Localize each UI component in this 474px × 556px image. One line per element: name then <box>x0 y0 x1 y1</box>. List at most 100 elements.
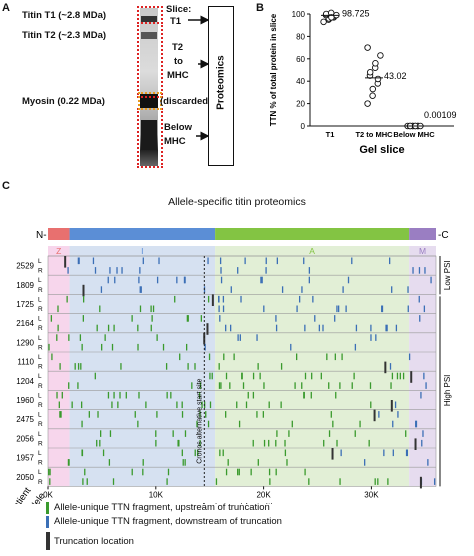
fragment-mark <box>370 324 372 332</box>
fragment-mark <box>263 439 266 447</box>
fragment-mark <box>310 391 312 399</box>
fragment-mark <box>420 391 422 399</box>
fragment-mark <box>399 372 401 380</box>
band-label-myosin: Myosin (0.22 MDa) <box>22 96 105 107</box>
fragment-mark <box>296 353 298 361</box>
fragment-mark <box>186 315 189 322</box>
fragment-mark <box>247 391 249 399</box>
fragment-mark <box>100 286 103 293</box>
x-tick-label: T1 <box>326 130 335 139</box>
fragment-mark <box>187 363 189 370</box>
fragment-mark <box>241 372 243 380</box>
allele-letter: L <box>38 354 42 361</box>
truncation-mark <box>384 361 387 374</box>
fragment-mark <box>150 324 152 332</box>
truncation-mark <box>390 400 393 412</box>
x-tick-label: T2 to MHC <box>355 130 393 139</box>
fragment-mark <box>220 267 222 274</box>
fragment-mark <box>275 315 277 322</box>
fragment-mark <box>238 468 240 476</box>
truncation-mark <box>419 476 422 489</box>
high-psi-label: High PSI <box>443 375 452 407</box>
fragment-mark <box>177 439 179 447</box>
patient-id: 1204 <box>16 377 34 386</box>
fragment-mark <box>423 305 426 313</box>
fragment-mark <box>197 449 199 457</box>
patient-id: 1957 <box>16 454 34 463</box>
fragment-mark <box>57 305 59 313</box>
fragment-mark <box>198 391 201 399</box>
data-point <box>372 60 379 67</box>
fragment-mark <box>220 382 222 389</box>
panel-c-letter: C <box>2 180 10 192</box>
fragment-mark <box>268 401 270 409</box>
fragment-mark <box>225 468 228 476</box>
fragment-mark <box>252 439 254 447</box>
fragment-mark <box>389 363 392 370</box>
fragment-mark <box>407 286 409 293</box>
legend-swatch-truncation <box>46 532 50 550</box>
allele-letter: R <box>38 344 43 351</box>
fragment-mark <box>82 295 85 303</box>
fragment-mark <box>275 468 277 476</box>
fragment-mark <box>364 459 366 466</box>
fragment-mark <box>418 267 421 274</box>
legend-label-truncation: Truncation location <box>54 536 134 547</box>
fragment-mark <box>167 468 170 476</box>
fragment-mark <box>225 324 227 332</box>
fragment-mark <box>425 382 427 389</box>
fragment-mark <box>82 315 84 322</box>
fragment-mark <box>252 391 255 399</box>
fragment-mark <box>140 286 142 293</box>
allele-letter: L <box>38 412 42 419</box>
fragment-mark <box>402 372 405 380</box>
fragment-mark <box>139 286 141 293</box>
fragment-mark <box>304 372 307 380</box>
allele-letter: L <box>38 316 42 323</box>
fragment-mark <box>166 391 168 399</box>
fragment-mark <box>322 324 324 332</box>
low-psi-label: Low PSI <box>443 260 452 290</box>
fragment-mark <box>238 420 241 428</box>
panel-b-letter: B <box>256 2 264 14</box>
fragment-mark <box>156 334 158 341</box>
fragment-mark <box>337 305 340 313</box>
fragment-mark <box>237 468 239 476</box>
fragment-mark <box>50 315 53 322</box>
fragment-mark <box>48 343 50 351</box>
fragment-mark <box>257 459 259 466</box>
fragment-mark <box>79 334 82 341</box>
fragment-mark <box>389 257 391 265</box>
band-label-t2: Titin T2 (~2.3 MDa) <box>22 30 107 41</box>
fragment-mark <box>284 439 286 447</box>
fragment-mark <box>179 353 181 361</box>
fragment-mark <box>368 439 370 447</box>
fragment-mark <box>261 276 263 284</box>
fragment-mark <box>218 363 220 370</box>
fragment-mark <box>104 334 106 341</box>
x-tick-label: 10K <box>149 490 164 499</box>
fragment-mark <box>370 401 372 409</box>
fragment-mark <box>174 295 176 303</box>
fragment-mark <box>370 334 372 341</box>
fragment-mark <box>281 286 284 293</box>
fragment-mark <box>336 305 338 313</box>
fragment-mark <box>275 324 278 332</box>
fragment-mark <box>94 267 97 274</box>
fragment-mark <box>120 363 122 370</box>
domain-shade-m <box>409 246 436 487</box>
domain-bar-i <box>69 228 216 240</box>
fragment-mark <box>155 439 157 447</box>
slice-box-myosin <box>138 92 162 110</box>
truncation-mark <box>203 332 206 345</box>
panel-c-title: Allele-specific titin proteomics <box>168 196 306 208</box>
fragment-mark <box>99 430 102 437</box>
fragment-mark <box>107 276 109 284</box>
slice-t2-line2: to <box>174 56 183 67</box>
fragment-mark <box>86 478 88 485</box>
fragment-mark <box>328 430 331 437</box>
x-tick-label: 30K <box>364 490 379 499</box>
fragment-mark <box>369 382 372 389</box>
fragment-mark <box>211 372 213 380</box>
fragment-mark <box>245 401 248 409</box>
